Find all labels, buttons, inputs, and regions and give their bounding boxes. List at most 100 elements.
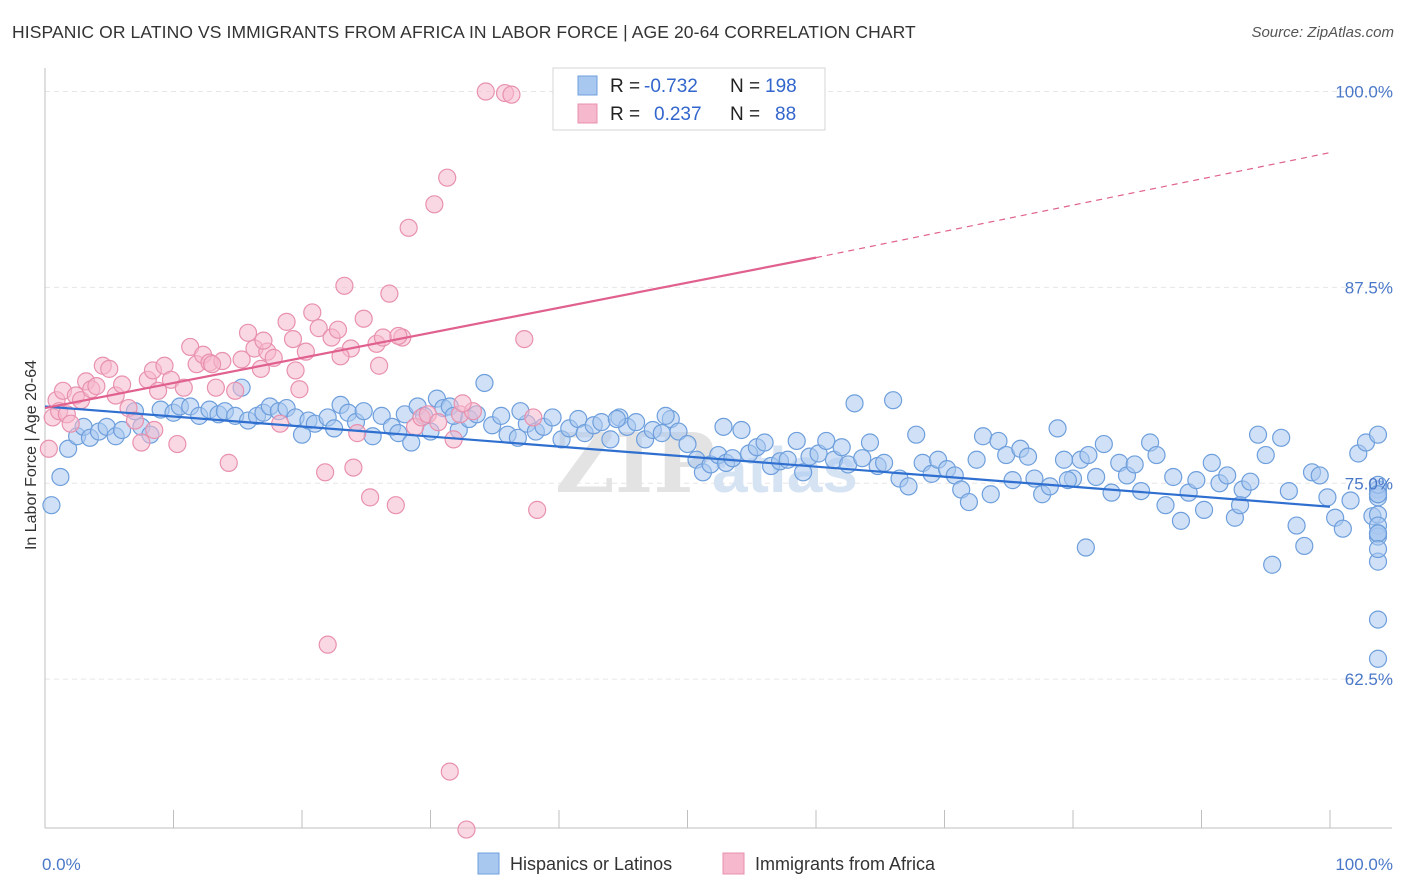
- point-africa-49: [328, 320, 348, 339]
- point-africa-25: [174, 378, 193, 397]
- point-africa-33: [226, 381, 245, 400]
- chart-title: HISPANIC OR LATINO VS IMMIGRANTS FROM AF…: [12, 22, 916, 42]
- y-tick-label-2: 87.5%: [1345, 278, 1393, 297]
- point-hispanics-104: [875, 453, 894, 472]
- stats-n-value-0: 198: [765, 76, 797, 97]
- x-tick-label-1: 100.0%: [1335, 855, 1393, 874]
- point-hispanics-69: [601, 430, 620, 449]
- point-hispanics-105: [883, 391, 903, 410]
- point-hispanics-102: [860, 433, 880, 452]
- point-africa-0: [39, 439, 58, 458]
- point-hispanics-189: [714, 417, 733, 436]
- legend-label-africa: Immigrants from Africa: [755, 854, 936, 874]
- point-hispanics-54: [475, 373, 494, 393]
- point-hispanics-159: [1295, 536, 1314, 556]
- point-hispanics-153: [1248, 425, 1268, 444]
- point-africa-45: [303, 303, 322, 322]
- stats-swatch-pink: [577, 103, 598, 124]
- point-hispanics-88: [755, 433, 774, 452]
- point-hispanics-62: [543, 408, 562, 427]
- point-africa-32: [219, 453, 238, 472]
- point-africa-11: [87, 377, 106, 396]
- point-hispanics-158: [1287, 516, 1306, 535]
- point-africa-65: [438, 168, 457, 187]
- point-africa-84: [389, 326, 408, 346]
- point-hispanics-98: [832, 438, 851, 457]
- y-tick-labels: 62.5% 75.0% 87.5% 100.0%: [1335, 83, 1393, 690]
- point-hispanics-155: [1263, 555, 1282, 574]
- point-africa-30: [206, 378, 226, 397]
- point-hispanics-115: [959, 492, 979, 512]
- y-tick-label-0: 62.5%: [1345, 670, 1393, 689]
- point-hispanics-140: [1147, 445, 1166, 465]
- point-africa-58: [386, 496, 405, 515]
- point-hispanics-84: [723, 449, 742, 468]
- point-hispanics-146: [1194, 500, 1214, 519]
- point-hispanics-143: [1171, 511, 1191, 530]
- point-hispanics-145: [1187, 471, 1206, 490]
- point-africa-54: [361, 488, 380, 507]
- point-africa-75: [440, 762, 459, 781]
- point-africa-76: [457, 820, 476, 839]
- point-hispanics-165: [1341, 491, 1360, 510]
- point-hispanics-9: [112, 420, 132, 440]
- point-hispanics-2: [59, 439, 78, 458]
- point-africa-6: [61, 414, 80, 433]
- point-africa-52: [348, 424, 367, 443]
- point-hispanics-154: [1256, 445, 1275, 465]
- point-hispanics-117: [973, 427, 993, 446]
- point-africa-17: [125, 411, 145, 430]
- y-axis-label: In Labor Force | Age 20-64: [23, 360, 40, 550]
- point-hispanics-92: [787, 431, 806, 451]
- point-hispanics-101: [853, 449, 872, 468]
- point-hispanics-149: [1218, 466, 1237, 485]
- point-africa-86: [429, 413, 448, 432]
- point-hispanics-188: [656, 406, 675, 425]
- point-hispanics-157: [1279, 481, 1298, 501]
- x-tick-labels: 0.0% 100.0%: [42, 855, 1393, 874]
- trend-lines: [44, 152, 1331, 508]
- point-hispanics-121: [1003, 471, 1022, 490]
- trend-line-hispanics: [44, 405, 1331, 508]
- stats-n-value-1: 88: [775, 104, 796, 125]
- y-tick-label-3: 100.0%: [1335, 83, 1393, 102]
- y-tick-label-1: 75.0%: [1345, 474, 1393, 493]
- point-africa-80: [202, 355, 222, 374]
- point-hispanics-72: [626, 413, 646, 432]
- stats-r-label-0: R =: [610, 76, 640, 97]
- point-hispanics-191: [1076, 538, 1095, 557]
- point-africa-47: [316, 463, 335, 482]
- point-hispanics-182: [1368, 539, 1388, 559]
- point-hispanics-133: [1094, 434, 1113, 454]
- point-hispanics-128: [1054, 450, 1074, 469]
- point-hispanics-131: [1079, 445, 1098, 465]
- point-hispanics-162: [1318, 488, 1337, 507]
- point-hispanics-137: [1125, 455, 1144, 474]
- point-africa-43: [290, 380, 309, 399]
- point-africa-53: [354, 309, 373, 328]
- point-hispanics-190: [1058, 471, 1077, 490]
- point-africa-73: [528, 500, 547, 519]
- point-africa-72: [515, 329, 534, 349]
- x-tick-label-0: 0.0%: [42, 855, 81, 874]
- point-hispanics-78: [678, 434, 697, 454]
- series-africa-points: [39, 82, 547, 839]
- point-africa-79: [145, 420, 164, 440]
- stats-r-value-1: 0.237: [654, 104, 702, 125]
- point-hispanics-116: [967, 450, 986, 469]
- point-africa-77: [286, 361, 305, 380]
- point-africa-46: [309, 319, 328, 338]
- point-hispanics-77: [669, 422, 688, 441]
- point-hispanics-132: [1087, 467, 1106, 487]
- point-hispanics-107: [899, 477, 918, 496]
- point-africa-85: [453, 394, 472, 413]
- point-hispanics-39: [363, 427, 382, 446]
- point-africa-57: [380, 284, 399, 303]
- stats-swatch-blue: [577, 75, 598, 96]
- point-africa-41: [277, 312, 296, 331]
- legend-swatch-africa: [722, 852, 745, 875]
- point-hispanics-100: [845, 394, 864, 413]
- point-hispanics-123: [1018, 447, 1038, 466]
- stats-n-label-0: N =: [730, 76, 760, 97]
